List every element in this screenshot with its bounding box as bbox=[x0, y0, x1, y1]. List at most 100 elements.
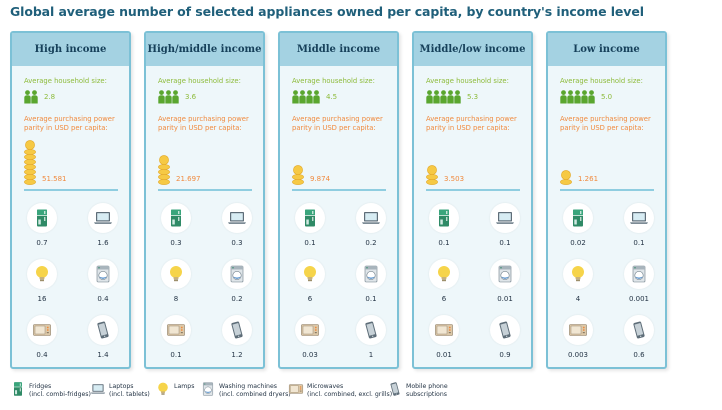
appliance-value: 0.3 bbox=[231, 239, 243, 247]
appliance-mobile-phone: 1 bbox=[351, 315, 391, 359]
legend: Fridges (incl. combi-fridges) Laptops (incl… bbox=[10, 381, 720, 409]
legend-item: Washing machines (incl. combined dryers) bbox=[200, 381, 291, 401]
ppp-value: 21.697 bbox=[176, 175, 201, 183]
ppp-coin-stack: 1.261 bbox=[548, 133, 665, 185]
appliance-value: 0.1 bbox=[170, 351, 182, 359]
household-size-value: 5.0 bbox=[601, 93, 613, 101]
household-size-row: 3.6 bbox=[158, 89, 196, 105]
appliance-value: 0.2 bbox=[365, 239, 377, 247]
appliance-lamp: 8 bbox=[156, 259, 196, 303]
ppp-label: Average purchasing power parity in USD p… bbox=[426, 115, 517, 132]
household-size-label: Average household size: bbox=[426, 77, 509, 85]
appliance-lamp: 6 bbox=[290, 259, 330, 303]
household-size-label: Average household size: bbox=[292, 77, 375, 85]
fridge-icon bbox=[161, 203, 191, 233]
household-size-row: 4.5 bbox=[292, 89, 337, 105]
legend-label: Laptops bbox=[109, 383, 134, 390]
lamp-icon bbox=[295, 259, 325, 289]
appliance-value: 8 bbox=[173, 295, 179, 303]
legend-label: Washing machines bbox=[219, 383, 278, 390]
household-size-value: 5.3 bbox=[467, 93, 479, 101]
appliance-lamp: 4 bbox=[558, 259, 598, 303]
washing-machine-icon bbox=[490, 259, 520, 289]
appliance-laptop: 0.3 bbox=[217, 203, 257, 247]
appliance-value: 0.4 bbox=[36, 351, 48, 359]
ppp-value: 1.261 bbox=[578, 175, 599, 183]
fridge-icon bbox=[27, 203, 57, 233]
microwave-icon bbox=[161, 315, 191, 345]
income-card: Middle income Average household size: 4.5 A… bbox=[278, 31, 399, 369]
appliance-fridge: 0.02 bbox=[558, 203, 598, 247]
appliance-value: 1.6 bbox=[97, 239, 109, 247]
microwave-icon bbox=[563, 315, 593, 345]
appliance-value: 0.1 bbox=[499, 239, 511, 247]
appliance-microwave: 0.01 bbox=[424, 315, 464, 359]
fridge-icon bbox=[429, 203, 459, 233]
lamp-icon bbox=[27, 259, 57, 289]
appliance-mobile-phone: 0.6 bbox=[619, 315, 659, 359]
coin-icon bbox=[292, 165, 304, 185]
washing-machine-icon bbox=[356, 259, 386, 289]
mobile-phone-icon bbox=[88, 315, 118, 345]
laptop-icon bbox=[88, 203, 118, 233]
appliance-value: 0.1 bbox=[304, 239, 316, 247]
household-size-value: 4.5 bbox=[326, 93, 338, 101]
household-size-label: Average household size: bbox=[560, 77, 643, 85]
income-level-title: Low income bbox=[548, 33, 665, 66]
mobile-phone-icon bbox=[356, 315, 386, 345]
washing-machine-icon bbox=[624, 259, 654, 289]
appliance-lamp: 6 bbox=[424, 259, 464, 303]
appliance-laptop: 0.1 bbox=[485, 203, 525, 247]
mobile-phone-icon bbox=[624, 315, 654, 345]
appliance-washing-machine: 0.01 bbox=[485, 259, 525, 303]
household-size-label: Average household size: bbox=[24, 77, 107, 85]
ppp-label: Average purchasing power parity in USD p… bbox=[24, 115, 115, 132]
coin-icon bbox=[560, 170, 572, 185]
legend-sublabel: (incl. combined dryers) bbox=[219, 391, 291, 398]
appliance-washing-machine: 0.2 bbox=[217, 259, 257, 303]
appliance-value: 0.02 bbox=[570, 239, 586, 247]
appliance-value: 0.4 bbox=[97, 295, 109, 303]
divider bbox=[560, 189, 654, 191]
appliance-value: 4 bbox=[575, 295, 581, 303]
mobile-phone-icon bbox=[490, 315, 520, 345]
appliance-value: 0.1 bbox=[365, 295, 377, 303]
household-size-row: 5.3 bbox=[426, 89, 478, 105]
appliance-laptop: 1.6 bbox=[83, 203, 123, 247]
income-card: High income Average household size: 2.8 Ave… bbox=[10, 31, 131, 369]
legend-label: Mobile phone bbox=[406, 383, 448, 390]
microwave-icon bbox=[295, 315, 325, 345]
appliance-value: 0.003 bbox=[567, 351, 589, 359]
appliance-value: 0.01 bbox=[497, 295, 513, 303]
lamp-icon bbox=[563, 259, 593, 289]
laptop-icon bbox=[90, 381, 106, 401]
washing-machine-icon bbox=[222, 259, 252, 289]
appliance-washing-machine: 0.001 bbox=[619, 259, 659, 303]
appliance-mobile-phone: 1.4 bbox=[83, 315, 123, 359]
income-card: Low income Average household size: 5.0 Aver… bbox=[546, 31, 667, 369]
coin-icon bbox=[158, 155, 170, 185]
appliance-fridge: 0.7 bbox=[22, 203, 62, 247]
mobile-phone-icon bbox=[222, 315, 252, 345]
people-icon bbox=[24, 90, 38, 104]
microwave-icon bbox=[27, 315, 57, 345]
appliance-value: 0.01 bbox=[436, 351, 452, 359]
fridge-icon bbox=[563, 203, 593, 233]
ppp-label: Average purchasing power parity in USD p… bbox=[560, 115, 651, 132]
appliance-fridge: 0.1 bbox=[424, 203, 464, 247]
income-level-title: Middle/low income bbox=[414, 33, 531, 66]
divider bbox=[292, 189, 386, 191]
appliance-mobile-phone: 0.9 bbox=[485, 315, 525, 359]
people-icon bbox=[426, 90, 461, 104]
appliance-washing-machine: 0.4 bbox=[83, 259, 123, 303]
appliance-lamp: 16 bbox=[22, 259, 62, 303]
household-size-label: Average household size: bbox=[158, 77, 241, 85]
appliance-value: 0.001 bbox=[628, 295, 650, 303]
appliance-fridge: 0.1 bbox=[290, 203, 330, 247]
fridge-icon bbox=[10, 381, 26, 401]
ppp-label: Average purchasing power parity in USD p… bbox=[292, 115, 383, 132]
washing-machine-icon bbox=[88, 259, 118, 289]
household-size-value: 2.8 bbox=[44, 93, 56, 101]
ppp-value: 3.503 bbox=[444, 175, 465, 183]
divider bbox=[24, 189, 118, 191]
